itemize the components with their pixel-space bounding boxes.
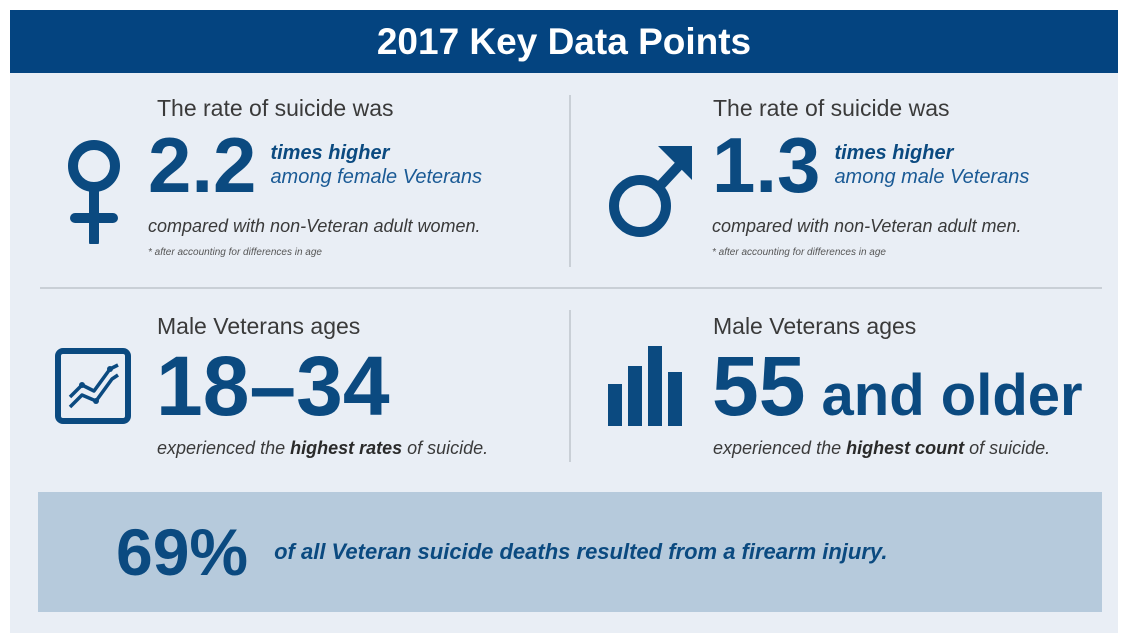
female-comparison: compared with non-Veteran adult women. [148,216,481,236]
count-lead-text: Male Veterans ages [713,313,917,339]
rates-highlight: highest rates [290,438,403,458]
female-ratio-value: 2.2 [148,121,257,209]
male-ratio-row: 1.3 times higher among male Veterans com… [606,126,1106,258]
female-emphasis: times higher [270,142,390,164]
female-symbol-icon [62,140,126,244]
rates-lead-text: Male Veterans ages [157,313,361,339]
female-group: among female Veterans [270,166,483,188]
male-emphasis: times higher [834,142,954,164]
male-rate-panel: The rate of suicide was 1.3 times higher… [606,95,1106,258]
rates-age-range: 18–34 [156,339,390,433]
count-description: experienced the highest count of suicide… [713,438,1051,458]
age-rates-panel: Male Veterans ages 18–34 experienced the… [54,313,564,459]
female-ratio-row: 2.2 times higher among female Veterans c… [54,126,574,258]
firearm-text: of all Veteran suicide deaths resulted f… [274,539,888,564]
male-comparison: compared with non-Veteran adult men. [712,216,1022,236]
infographic: 2017 Key Data Points The rate of suicide… [10,10,1118,633]
male-footnote: * after accounting for differences in ag… [712,247,886,258]
page-title: 2017 Key Data Points [10,10,1118,73]
female-footnote: * after accounting for differences in ag… [148,247,322,258]
line-chart-icon [54,347,132,425]
male-lead-text: The rate of suicide was [713,95,950,121]
female-rate-panel: The rate of suicide was 2.2 times higher… [54,95,574,258]
male-symbol-icon [606,140,694,244]
female-lead-text: The rate of suicide was [157,95,394,121]
firearm-stat-bar: 69% of all Veteran suicide deaths result… [38,492,1102,612]
top-vertical-divider [569,95,571,267]
male-ratio-value: 1.3 [712,121,821,209]
count-highlight: highest count [846,438,965,458]
bottom-vertical-divider [569,310,571,462]
middle-horizontal-divider [40,287,1102,289]
rates-description: experienced the highest rates of suicide… [157,438,489,458]
age-count-panel: Male Veterans ages 55 and older experien… [606,313,1106,459]
firearm-percent: 69% [116,515,249,589]
count-age-value: 55 and older [712,339,1083,433]
male-group: among male Veterans [834,166,1030,188]
bar-chart-icon [606,344,688,428]
